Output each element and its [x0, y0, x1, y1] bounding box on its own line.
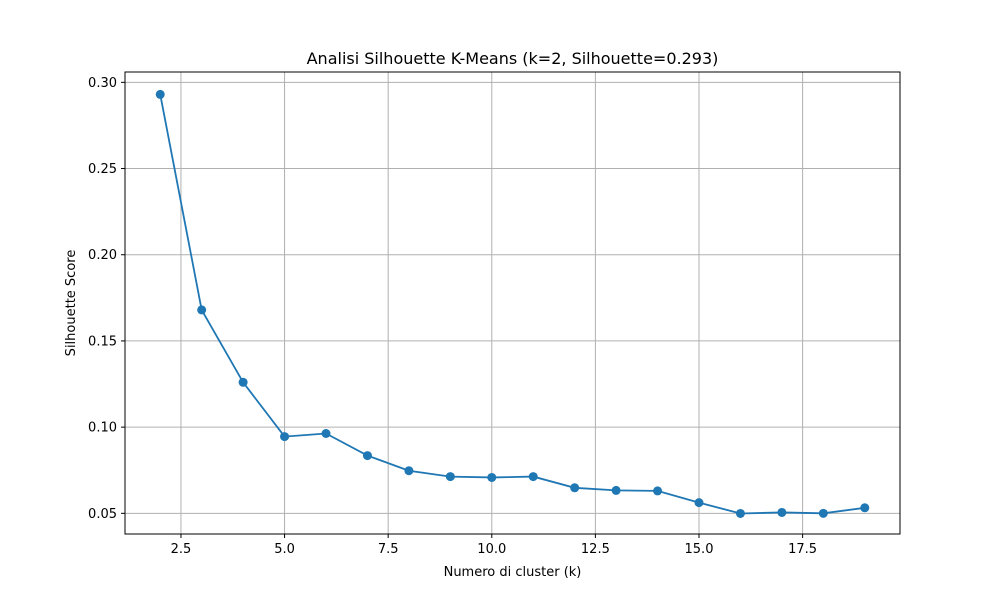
data-point	[280, 432, 290, 442]
y-tick-label: 0.15	[88, 334, 117, 349]
data-point	[570, 483, 580, 493]
data-point	[445, 472, 455, 482]
data-point	[404, 466, 414, 476]
y-tick-label: 0.30	[88, 76, 117, 91]
y-axis-label: Silhouette Score	[64, 250, 79, 357]
data-point	[321, 428, 331, 438]
data-point	[818, 508, 828, 518]
y-tick-label: 0.10	[88, 421, 117, 436]
data-point	[860, 503, 870, 513]
data-point	[777, 507, 787, 517]
data-point	[487, 472, 497, 482]
x-tick-label: 5.0	[274, 542, 295, 557]
data-point	[238, 377, 248, 387]
series-layer	[155, 89, 870, 518]
x-tick-label: 2.5	[171, 542, 192, 557]
chart-title: Analisi Silhouette K-Means (k=2, Silhoue…	[307, 49, 719, 68]
x-tick-label: 10.0	[477, 542, 506, 557]
x-tick-label: 7.5	[378, 542, 399, 557]
data-point	[362, 451, 372, 461]
data-point	[735, 508, 745, 518]
y-tick-label: 0.05	[88, 507, 117, 522]
data-point	[197, 305, 207, 315]
series-line	[159, 94, 865, 515]
data-point	[694, 498, 704, 508]
grid	[125, 72, 900, 534]
x-tick-label: 17.5	[788, 542, 817, 557]
y-tick-label: 0.20	[88, 248, 117, 263]
data-point	[611, 485, 621, 495]
x-axis-label: Numero di cluster (k)	[444, 565, 582, 580]
x-tick-label: 12.5	[581, 542, 610, 557]
axes-frame	[124, 71, 901, 535]
x-tick-label: 15.0	[685, 542, 714, 557]
ticks: 2.5 5.0 7.5 10.0 12.5 15.0 17.5 0.05 0.10 0.15 0.2…	[88, 76, 817, 557]
y-tick-label: 0.25	[88, 162, 117, 177]
data-point	[528, 472, 538, 482]
data-point	[155, 89, 165, 99]
data-point	[653, 486, 663, 496]
